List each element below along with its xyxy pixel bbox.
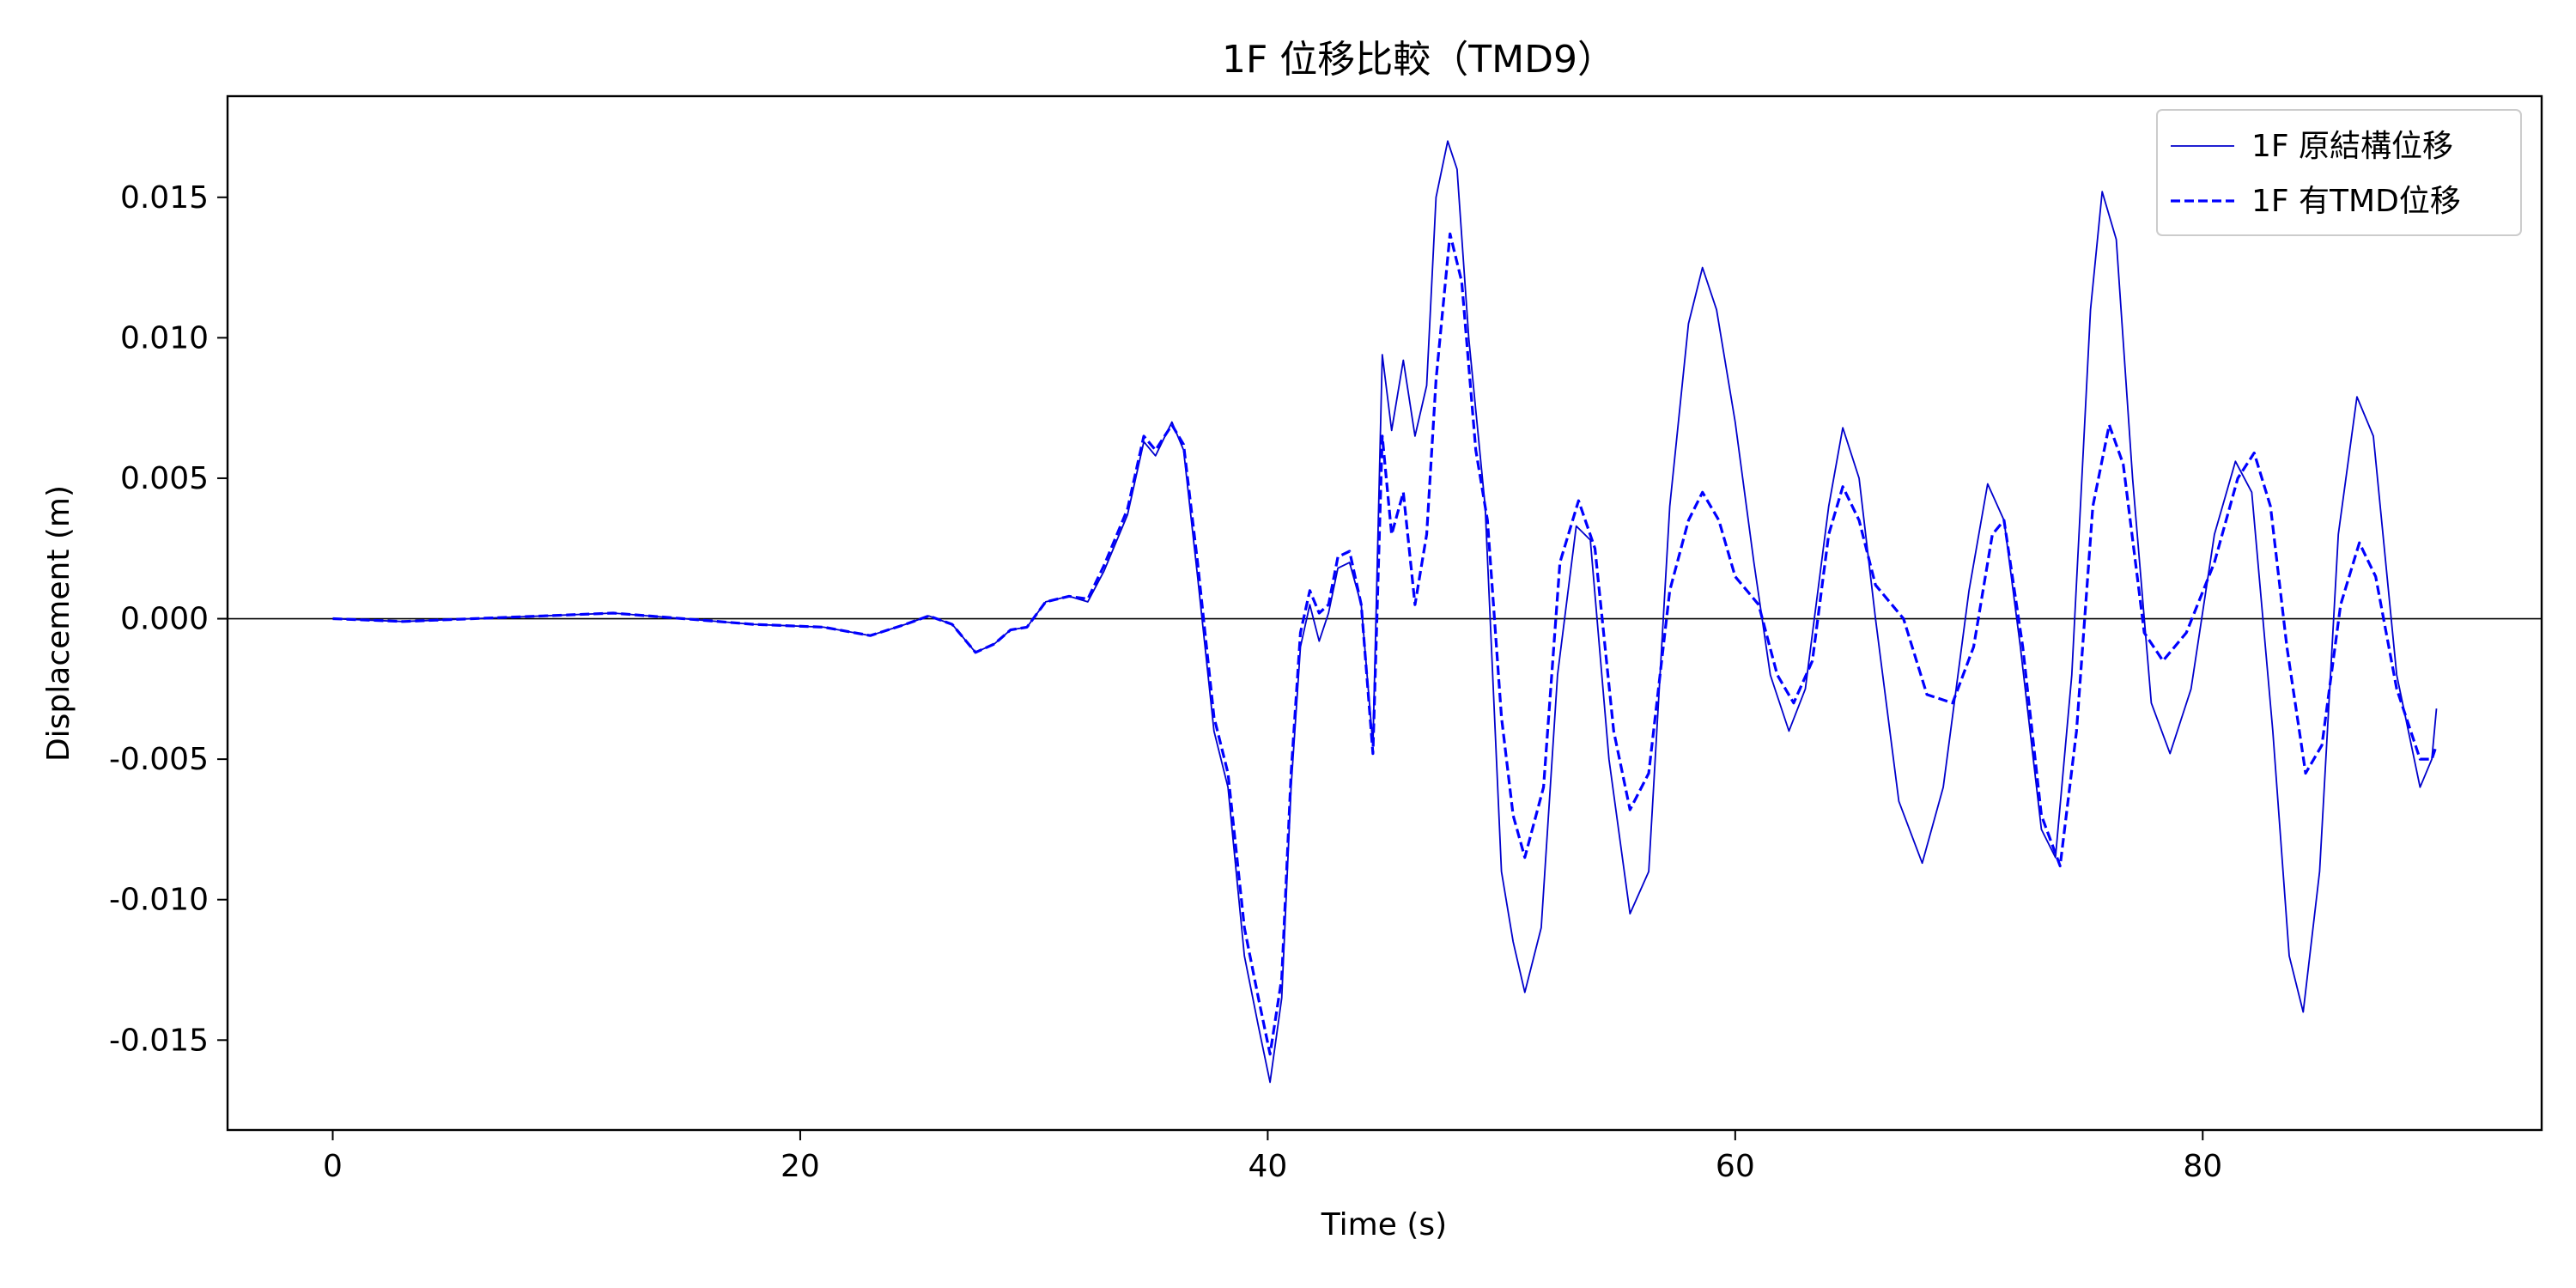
y-axis-label: Displacement (m) bbox=[41, 485, 76, 762]
x-tick-label: 80 bbox=[2183, 1149, 2222, 1184]
legend-box bbox=[2156, 109, 2522, 236]
series-line-2 bbox=[332, 232, 2439, 1056]
y-tick-label: 0.015 bbox=[120, 180, 209, 216]
y-tick-label: 0.005 bbox=[120, 461, 209, 496]
x-axis-label: Time (s) bbox=[1321, 1207, 1447, 1242]
x-tick-label: 20 bbox=[781, 1149, 820, 1184]
x-tick-label: 60 bbox=[1716, 1149, 1755, 1184]
series-group bbox=[332, 140, 2439, 1084]
plot-area bbox=[228, 140, 2542, 1084]
y-tick-label: 0.010 bbox=[120, 320, 209, 355]
x-tick-label: 40 bbox=[1248, 1149, 1287, 1184]
x-tick-label: 0 bbox=[323, 1149, 343, 1184]
series-line-1 bbox=[332, 140, 2438, 1084]
plot-frame bbox=[226, 94, 2543, 1132]
legend: 1F 原結構位移 1F 有TMD位移 bbox=[2156, 109, 2522, 236]
legend-label-2: 1F 有TMD位移 bbox=[2251, 184, 2461, 219]
y-tick-label: -0.015 bbox=[109, 1023, 209, 1058]
y-tick-label: -0.010 bbox=[109, 883, 209, 918]
y-tick-label: -0.005 bbox=[109, 742, 209, 777]
chart-title: 1F 位移比較（TMD9） bbox=[1222, 38, 1615, 82]
legend-label-1: 1F 原結構位移 bbox=[2251, 129, 2453, 164]
axes: 0 20 40 60 80 -0.015 -0.010 -0.005 0.000 0.005 0.0… bbox=[109, 94, 2543, 1184]
y-tick-label: 0.000 bbox=[120, 602, 209, 637]
